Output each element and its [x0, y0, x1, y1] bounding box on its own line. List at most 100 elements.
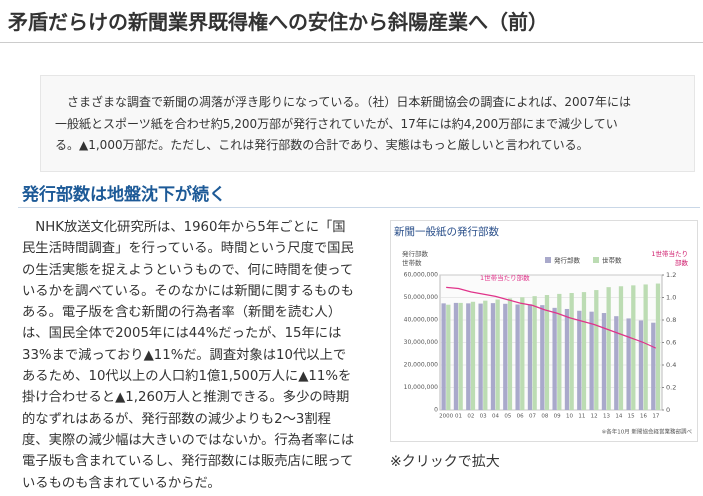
body-line: あるため、10代以上の人口約1億1,500万人に▲11%を [22, 369, 352, 385]
intro-line: る。▲1,000万部だ。ただし、これは発行部数の合計であり、実態はもっと厳しいと… [55, 138, 589, 152]
bar [478, 303, 483, 410]
bar [520, 297, 525, 410]
bar [581, 292, 587, 410]
x-tick-label: 01 [455, 414, 462, 420]
bar [631, 285, 636, 410]
y-axis-label: 発行部数 [402, 249, 429, 258]
x-tick-label: 07 [529, 414, 536, 420]
title-rule [0, 42, 703, 43]
bar [577, 310, 582, 410]
x-tick-label: 14 [615, 414, 622, 420]
y-tick-label: 60,000,000 [404, 272, 439, 279]
y-tick-label: 50,000,000 [404, 294, 439, 301]
x-tick-label: 06 [517, 414, 524, 420]
y2-tick-label: 0.8 [666, 316, 676, 324]
bar [453, 302, 459, 410]
bar [589, 311, 594, 410]
body-line: いるかを調べている。そのなかには新聞に関するものも [22, 283, 354, 299]
y2-tick-label: 0.2 [666, 384, 676, 392]
section-heading: 発行部数は地盤沈下が続く [22, 185, 226, 205]
y-tick-label: 40,000,000 [404, 317, 439, 324]
y2-tick-label: 1.2 [666, 271, 676, 279]
legend-swatch [545, 257, 551, 263]
chart-title: 新聞一般紙の発行部数 [394, 225, 499, 238]
body-line: 掛け合わせると▲1,260万人と推測できる。多少の時期 [22, 390, 350, 406]
chart[interactable]: 新聞一般紙の発行部数 0 10,000,000 20,000,000 30,000,0… [390, 220, 698, 442]
body-text: NHK放送文化研究所は、1960年から5年ごとに「国 民生活時間調査」を行っている… [22, 217, 354, 494]
x-tick-label: 2000 [439, 414, 453, 420]
line-label: 1世帯当たり部数 [480, 273, 530, 282]
y-axis-label: 世帯数 [402, 258, 422, 267]
bar [532, 296, 537, 410]
line-series [446, 286, 657, 349]
bar [466, 303, 471, 410]
bar [594, 290, 599, 410]
bar [614, 316, 619, 410]
bar [495, 299, 500, 410]
x-tick-label: 09 [554, 414, 561, 420]
bar [503, 303, 508, 410]
bar [643, 284, 648, 410]
y2-tick-label: 0.6 [666, 339, 676, 347]
x-tick-label: 04 [492, 414, 499, 420]
body-line: いるものも含まれているからだ。 [22, 475, 221, 491]
body-line: NHK放送文化研究所は、1960年から5年ごとに「国 [22, 220, 346, 235]
x-tick-label: 05 [504, 414, 511, 420]
page-title: 矛盾だらけの新聞業界既得権への安住から斜陽産業へ（前） [8, 10, 548, 34]
x-tick-label: 16 [640, 414, 647, 420]
x-tick-label: 11 [578, 414, 585, 420]
heading-rule [18, 207, 700, 208]
y-tick-label: 10,000,000 [404, 384, 439, 391]
legend-label: 世帯数 [602, 256, 622, 265]
bar [507, 298, 513, 410]
body-line: 電子版も含まれているし、発行部数には販売店に眠って [22, 454, 354, 470]
intro-box: さまざまな調査で新聞の凋落が浮き彫りになっている。（社）日本新聞協会の調査によれ… [40, 75, 695, 172]
y-tick-label: 20,000,000 [404, 362, 439, 369]
y2-axis-label: 1世帯当たり [651, 249, 688, 258]
chart-note: ※各年10月 新聞協会経営業務部調べ [602, 428, 693, 436]
body-line: ある。電子版を含む新聞の行為者率（新聞を読む人） [22, 305, 342, 321]
body-line: 的なずれはあるが、発行部数の減少よりも2〜3割程 [22, 411, 331, 427]
bar [441, 303, 446, 410]
y-tick-label: 30,000,000 [404, 339, 439, 346]
bar [651, 322, 656, 410]
x-tick-label: 12 [591, 414, 598, 420]
legend-label: 発行部数 [554, 256, 581, 265]
body-line: 度、実際の減少幅は大きいのではないか。行為者率には [22, 432, 355, 448]
legend-swatch [593, 257, 599, 263]
bar [638, 320, 644, 410]
bar [544, 295, 550, 410]
bar [552, 307, 557, 410]
bar [606, 287, 611, 410]
bar [490, 303, 496, 410]
x-tick-label: 03 [480, 414, 487, 420]
y-tick-label: 0 [434, 407, 438, 414]
bar [527, 304, 533, 410]
y2-axis-label: 部数 [675, 258, 689, 267]
bar [557, 293, 562, 410]
bar [601, 313, 607, 410]
x-tick-label: 13 [603, 414, 610, 420]
bar [483, 300, 488, 410]
y2-tick-label: 0.4 [666, 361, 676, 369]
bar [446, 304, 451, 410]
bar [618, 286, 624, 410]
x-tick-label: 08 [541, 414, 548, 420]
bar [470, 301, 476, 410]
y2-tick-label: 0 [666, 406, 670, 414]
bar [655, 283, 661, 410]
y2-tick-label: 1.0 [666, 294, 676, 302]
bar [626, 318, 631, 410]
x-tick-label: 17 [652, 414, 659, 420]
bar [569, 293, 574, 410]
x-tick-label: 02 [467, 414, 474, 420]
intro-line: さまざまな調査で新聞の凋落が浮き彫りになっている。（社）日本新聞協会の調査によれ… [55, 95, 631, 109]
body-line: は、国民全体で2005年には44%だったが、15年には [22, 326, 342, 342]
bar [564, 308, 570, 410]
bar [540, 305, 545, 410]
bar [458, 302, 463, 410]
body-line: の生活実態を捉えようというもので、何に時間を使って [22, 262, 354, 278]
x-tick-label: 15 [628, 414, 635, 420]
caption[interactable]: ※クリックで拡大 [390, 454, 500, 470]
